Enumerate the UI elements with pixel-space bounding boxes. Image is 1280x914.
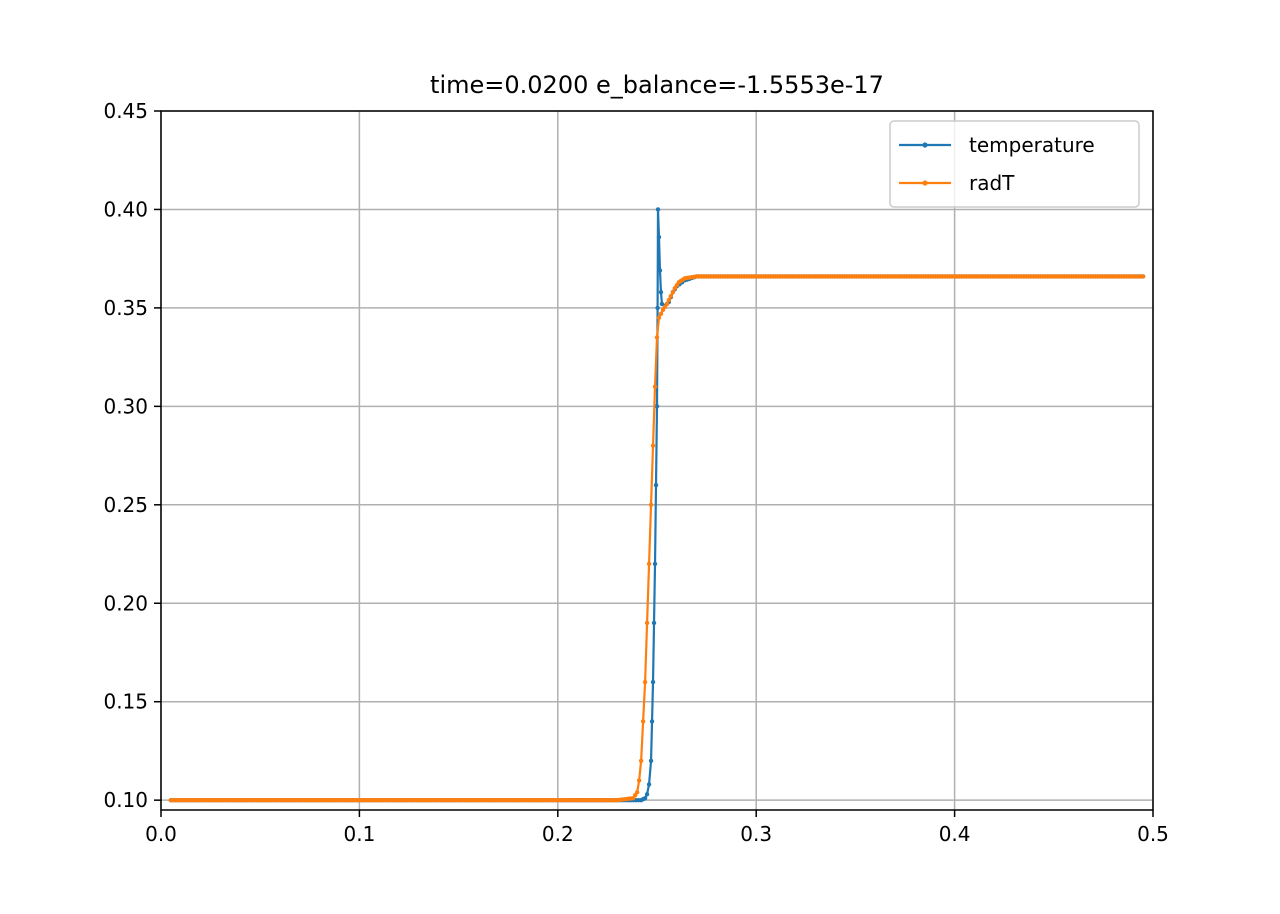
data-point bbox=[649, 719, 655, 724]
data-point bbox=[650, 679, 656, 685]
data-point bbox=[640, 719, 646, 724]
data-point bbox=[656, 315, 662, 320]
data-point bbox=[656, 234, 662, 240]
x-tick-label: 0.5 bbox=[1137, 822, 1169, 846]
data-point bbox=[634, 790, 640, 795]
data-point bbox=[670, 289, 676, 295]
chart-title: time=0.0200 e_balance=-1.5553e-17 bbox=[430, 71, 884, 99]
x-tick-label: 0.0 bbox=[145, 822, 177, 846]
data-point bbox=[642, 795, 648, 801]
data-point bbox=[638, 758, 644, 763]
x-tick-label: 0.4 bbox=[939, 822, 971, 846]
y-tick-label: 0.30 bbox=[103, 394, 148, 418]
legend: temperature radT bbox=[889, 120, 1140, 208]
data-point bbox=[651, 620, 657, 626]
data-point bbox=[646, 561, 652, 567]
plot-frame bbox=[160, 110, 1154, 811]
y-tick-label: 0.10 bbox=[103, 788, 148, 812]
axis-ticks: 0.0 0.1 0.2 0.3 0.4 0.5 0.10 0.15 0.20 0.25 0.30 0.… bbox=[103, 99, 1168, 846]
data-point bbox=[642, 679, 648, 685]
data-point bbox=[648, 758, 654, 763]
series-layer bbox=[168, 207, 1146, 803]
series-radT bbox=[168, 274, 1146, 803]
data-point bbox=[658, 289, 664, 295]
y-tick-label: 0.45 bbox=[103, 99, 148, 123]
data-point bbox=[658, 311, 664, 317]
data-point bbox=[644, 792, 650, 797]
data-point bbox=[657, 268, 663, 273]
x-tick-label: 0.2 bbox=[542, 822, 574, 846]
data-point bbox=[646, 782, 652, 787]
data-point bbox=[653, 482, 659, 488]
data-point bbox=[650, 443, 656, 448]
data-point bbox=[652, 561, 658, 567]
data-point bbox=[655, 305, 660, 311]
data-point bbox=[652, 384, 658, 389]
x-tick-label: 0.1 bbox=[343, 822, 375, 846]
y-tick-label: 0.25 bbox=[103, 493, 148, 517]
data-point bbox=[648, 502, 654, 507]
legend-box bbox=[889, 120, 1140, 208]
data-point bbox=[664, 301, 670, 307]
data-point bbox=[1140, 274, 1146, 279]
data-point bbox=[636, 778, 642, 783]
legend-marker bbox=[922, 180, 928, 186]
data-point bbox=[666, 297, 672, 303]
legend-label: temperature bbox=[969, 133, 1095, 157]
legend-item-radT: radT bbox=[899, 171, 1015, 195]
data-point bbox=[644, 620, 650, 626]
data-point bbox=[655, 207, 661, 212]
y-tick-label: 0.35 bbox=[103, 296, 148, 320]
data-point bbox=[668, 293, 674, 299]
data-point bbox=[654, 335, 660, 340]
legend-label: radT bbox=[969, 171, 1015, 195]
y-tick-label: 0.15 bbox=[103, 690, 148, 714]
legend-marker bbox=[922, 142, 928, 148]
y-tick-label: 0.20 bbox=[103, 591, 148, 615]
x-tick-label: 0.3 bbox=[740, 822, 772, 846]
data-point bbox=[654, 404, 660, 409]
legend-item-temperature: temperature bbox=[899, 133, 1095, 157]
y-tick-label: 0.40 bbox=[103, 197, 148, 221]
